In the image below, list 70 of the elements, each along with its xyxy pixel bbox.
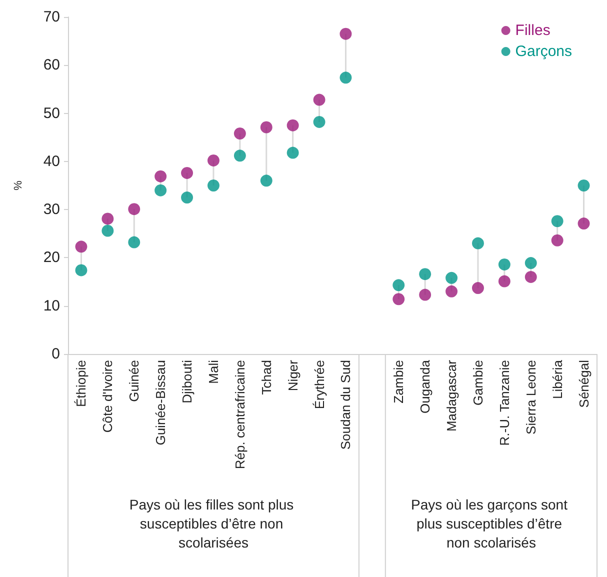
point: [181, 166, 194, 179]
point: [234, 150, 246, 162]
point: [419, 288, 432, 301]
x-tick-label: Ouganda: [418, 359, 433, 414]
y-tick-label: 40: [43, 152, 60, 170]
y-tick-label: 0: [52, 346, 60, 362]
point: [472, 237, 484, 250]
x-tick-label: Rép. centrafricaine: [232, 360, 248, 470]
point: [260, 174, 272, 187]
point: [207, 154, 220, 166]
point: [392, 279, 405, 292]
point: [446, 272, 458, 284]
point: [498, 258, 510, 270]
legend-label: Filles: [515, 22, 550, 39]
y-tick-label: 60: [43, 56, 60, 74]
point: [128, 236, 140, 248]
point: [75, 264, 88, 276]
x-tick-label: Madagascar: [444, 359, 460, 432]
point: [260, 121, 272, 134]
legend-label: Garçons: [515, 43, 572, 60]
x-tick-label: Érythrée: [312, 360, 327, 410]
x-tick-label: R.-U. Tanzanie: [496, 360, 512, 446]
point: [181, 192, 194, 204]
point: [340, 72, 352, 84]
point: [419, 268, 432, 280]
point: [578, 218, 590, 230]
x-tick-label: Guinée: [126, 360, 142, 402]
point: [154, 170, 167, 182]
point: [313, 94, 326, 106]
point: [524, 270, 537, 283]
x-tick-label: Djibouti: [180, 360, 195, 404]
point: [340, 28, 352, 40]
point: [551, 234, 564, 246]
x-tick-label: Soudan du Sud: [338, 360, 354, 450]
y-tick-label: 20: [43, 249, 60, 266]
x-tick-label: Mali: [206, 360, 221, 384]
y-axis-title: %: [12, 180, 24, 190]
point: [446, 285, 458, 298]
point: [551, 215, 564, 228]
x-tick-label: Guinée-Bissau: [153, 360, 168, 446]
point: [313, 116, 326, 128]
y-tick-label: 10: [43, 297, 60, 314]
point: [102, 224, 114, 237]
y-tick-label: 30: [43, 201, 60, 218]
point: [392, 293, 405, 306]
x-tick-label: Sierra Leone: [523, 360, 538, 434]
point: [498, 275, 510, 288]
point: [234, 128, 246, 140]
point: [102, 212, 114, 225]
point: [75, 240, 88, 253]
text: Pays où les garçons sont plus susceptibles d’être non scolarisés: [411, 496, 572, 550]
point: [207, 180, 220, 192]
x-tick-label: Libéria: [550, 359, 565, 400]
x-tick-label: Sénégal: [576, 360, 592, 408]
point: [128, 203, 140, 216]
x-tick-label: Côte d'Ivoire: [100, 360, 116, 433]
y-tick-label: 70: [43, 8, 60, 26]
x-tick-label: Zambie: [391, 360, 406, 404]
point: [286, 146, 299, 159]
x-tick-label: Tchad: [258, 360, 274, 395]
text: Pays où les filles sont plus susceptibles d’être non scolarisées: [129, 496, 298, 550]
x-tick-label: Niger: [285, 359, 300, 392]
point: [578, 180, 590, 192]
y-tick-label: 50: [43, 104, 60, 122]
point: [154, 184, 167, 196]
point: [472, 282, 484, 294]
point: [524, 257, 537, 270]
x-tick-label: Éthiopie: [74, 360, 89, 407]
x-tick-label: Gambie: [470, 360, 486, 406]
point: [286, 119, 299, 132]
